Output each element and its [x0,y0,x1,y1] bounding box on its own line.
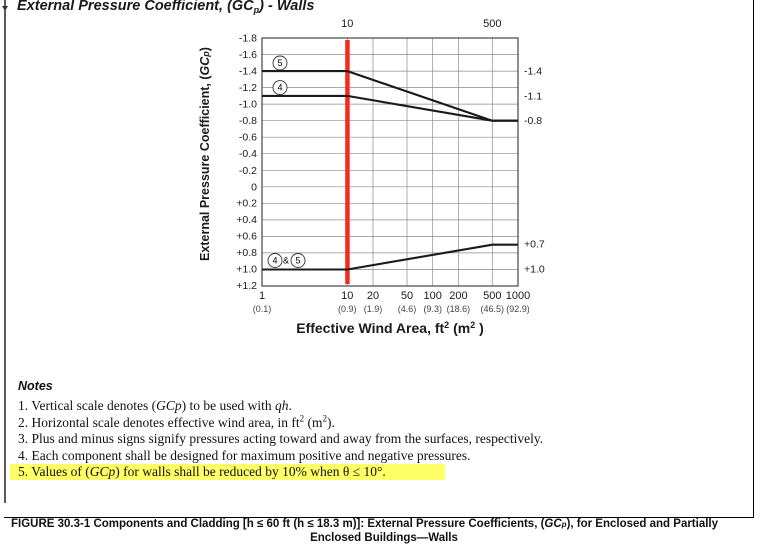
svg-text:+0.2: +0.2 [236,197,257,209]
svg-text:(0.9): (0.9) [338,304,357,314]
svg-text:+0.6: +0.6 [236,230,257,242]
svg-text:1: 1 [259,290,265,302]
svg-text:-0.2: -0.2 [239,165,257,177]
svg-text:-0.8: -0.8 [524,115,542,127]
svg-text:-1.6: -1.6 [239,49,257,61]
svg-text:-1.0: -1.0 [239,99,257,111]
svg-text:-1.4: -1.4 [524,66,542,78]
svg-text:4: 4 [272,256,277,266]
svg-text:500: 500 [483,290,501,302]
svg-text:4: 4 [277,83,282,93]
svg-text:(4.6): (4.6) [398,304,417,314]
svg-text:-0.4: -0.4 [239,148,257,160]
svg-text:(46.5): (46.5) [481,304,505,314]
svg-text:20: 20 [367,290,379,302]
svg-text:0: 0 [251,181,257,193]
svg-text:5: 5 [295,256,300,266]
svg-text:+1.0: +1.0 [524,264,545,276]
svg-text:10: 10 [341,290,353,302]
svg-text:5: 5 [277,58,282,68]
svg-text:(0.1): (0.1) [253,304,272,314]
svg-text:&: & [283,256,289,266]
svg-text:(1.9): (1.9) [364,304,383,314]
svg-text:50: 50 [401,290,413,302]
svg-text:-1.8: -1.8 [239,33,257,45]
svg-text:-1.2: -1.2 [239,82,257,94]
svg-text:100: 100 [424,290,442,302]
svg-text:-1.1: -1.1 [524,91,542,103]
svg-text:+0.7: +0.7 [524,239,545,251]
svg-text:10: 10 [341,18,353,30]
svg-text:+1.0: +1.0 [236,264,257,276]
svg-text:-1.4: -1.4 [239,66,257,78]
svg-text:-0.6: -0.6 [239,132,257,144]
svg-text:(18.6): (18.6) [447,304,471,314]
svg-text:-0.8: -0.8 [239,115,257,127]
svg-text:200: 200 [449,290,467,302]
svg-text:Effective Wind Area, ft2 (m2 ): Effective Wind Area, ft2 (m2 ) [296,320,484,336]
svg-text:+0.4: +0.4 [236,214,257,226]
svg-text:500: 500 [483,18,501,30]
svg-text:1000: 1000 [506,290,530,302]
svg-text:+1.2: +1.2 [236,280,257,292]
svg-text:(9.3): (9.3) [423,304,442,314]
svg-text:(92.9): (92.9) [506,304,530,314]
svg-text:+0.8: +0.8 [236,247,257,259]
